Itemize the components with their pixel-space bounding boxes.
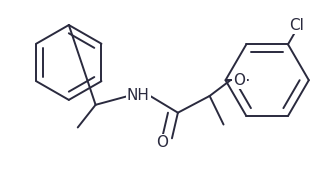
Text: O: O (156, 135, 168, 150)
Text: O: O (233, 73, 245, 88)
Text: Cl: Cl (290, 18, 304, 33)
Text: NH: NH (127, 88, 150, 103)
